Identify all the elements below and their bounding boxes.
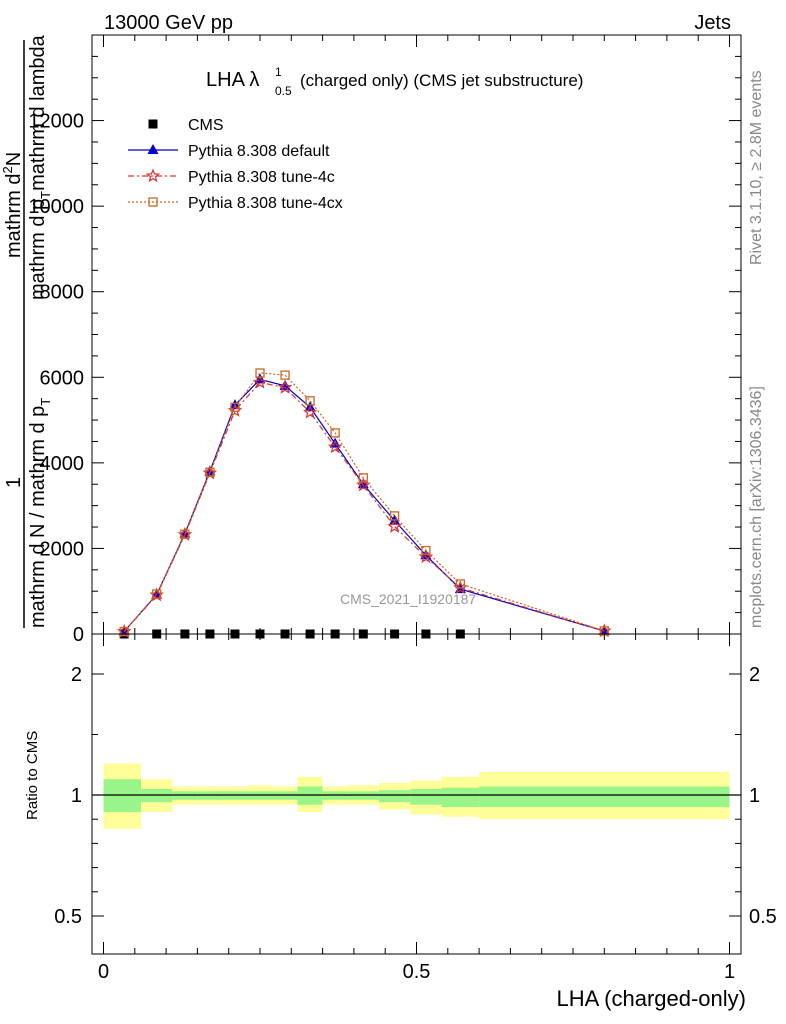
data-point: [327, 439, 343, 454]
ylabel-denominator: mathrm d N / mathrm d pT: [27, 398, 53, 628]
ylabel-one: 1: [3, 477, 25, 488]
main-ytick-label: 4000: [40, 453, 85, 475]
ratio-band-inner: [378, 790, 411, 803]
data-point: [389, 511, 400, 521]
ratio-ytick-label: 0.5: [54, 906, 82, 928]
ratio-band-inner: [141, 788, 173, 803]
legend-marker: [147, 144, 159, 154]
x-tick-label: 0: [98, 961, 109, 983]
data-point: [152, 589, 162, 599]
ratio-band-inner: [103, 779, 142, 812]
main-ytick-label: 8000: [40, 282, 85, 304]
ratio-band-inner: [272, 791, 298, 800]
series-line: [123, 381, 605, 632]
x-tick-label: 0.5: [403, 961, 431, 983]
ratio-band-inner: [197, 791, 223, 800]
ylabel-numerator-denominator: mathrm d pTmathrm d lambda: [27, 34, 53, 300]
legend-marker: [148, 197, 158, 207]
main-ytick-label: 12000: [28, 111, 84, 133]
ratio-ytick-label: 2: [71, 664, 82, 686]
ratio-band-inner: [247, 791, 273, 800]
header-right: Jets: [694, 12, 731, 34]
ratio-band-inner: [322, 791, 348, 800]
series-line: [123, 372, 605, 632]
data-point: [277, 379, 293, 394]
main-ytick-label: 0: [73, 624, 84, 646]
legend-marker: [148, 119, 158, 129]
legend-entry: Pythia 8.308 tune-4c: [128, 168, 335, 186]
ratio-band-inner: [347, 791, 379, 800]
rivet-label: Rivet 3.1.10, ≥ 2.8M events: [748, 70, 765, 265]
x-tick-label: 1: [724, 961, 735, 983]
legend-label: Pythia 8.308 default: [188, 143, 330, 160]
legend-entry: Pythia 8.308 default: [128, 143, 330, 160]
data-point: [280, 370, 290, 380]
data-point: [180, 529, 190, 539]
ratio-panel: 0.5 0.5 1 1 2 2 0 0.5 1 Ratio to CMS LHA (charge…: [24, 633, 777, 1011]
data-point: [252, 374, 268, 389]
main-panel: LHA λ 1 0.5 (charged only) (CMS jet subs…: [0, 34, 742, 646]
title-tail: (charged only) (CMS jet substructure): [300, 71, 583, 90]
ylabel-numerator: mathrm d2N: [0, 152, 25, 258]
ratio-band-inner: [410, 788, 442, 805]
ratio-band-inner: [222, 791, 248, 800]
main-ytick-label: 10000: [28, 196, 84, 218]
data-point: [230, 402, 240, 412]
ratio-band-inner: [172, 791, 198, 800]
legend: CMS Pythia 8.308 default Pythia 8.308 tune…: [128, 117, 343, 212]
ratio-ytick-label-right: 2: [749, 664, 760, 686]
legend-label: CMS: [188, 117, 224, 134]
data-point: [119, 626, 129, 637]
data-point: [302, 404, 318, 419]
data-point: [455, 579, 465, 589]
title-main: LHA λ: [206, 69, 259, 91]
main-ylabel: 1 mathrm d N / mathrm d pT mathrm d2N ma…: [0, 34, 53, 628]
watermark: CMS_2021_I1920187: [340, 591, 476, 607]
data-point: [330, 428, 340, 438]
title-subscript: 0.5: [275, 84, 292, 98]
data-point: [358, 473, 368, 483]
main-ytick-label: 6000: [40, 367, 85, 389]
legend-label: Pythia 8.308 tune-4cx: [188, 195, 343, 212]
data-point: [421, 545, 431, 556]
ratio-ytick-label: 1: [71, 785, 82, 807]
legend-label: Pythia 8.308 tune-4c: [188, 169, 335, 186]
ratio-ytick-label-right: 1: [749, 785, 760, 807]
x-axis-label: LHA (charged-only): [556, 986, 746, 1011]
data-point: [305, 396, 315, 406]
ratio-ytick-label-right: 0.5: [749, 906, 777, 928]
legend-entry: Pythia 8.308 tune-4cx: [128, 195, 343, 212]
ratio-band-inner: [297, 786, 323, 805]
title-superscript: 1: [275, 65, 282, 79]
chart-title: LHA λ 1 0.5 (charged only) (CMS jet subs…: [206, 65, 583, 98]
data-point: [205, 467, 215, 477]
ratio-ylabel: Ratio to CMS: [24, 731, 41, 820]
legend-entry: CMS: [148, 117, 224, 134]
data-point: [387, 518, 402, 533]
legend-marker: [145, 168, 161, 183]
mcplots-label: mcplots.cern.ch [arXiv:1306.3436]: [748, 386, 765, 628]
main-ytick-label: 2000: [40, 538, 85, 560]
ratio-band-inner: [441, 787, 480, 808]
data-point: [255, 368, 265, 378]
ratio-band-inner: [479, 786, 730, 808]
header-left: 13000 GeV pp: [104, 12, 233, 34]
